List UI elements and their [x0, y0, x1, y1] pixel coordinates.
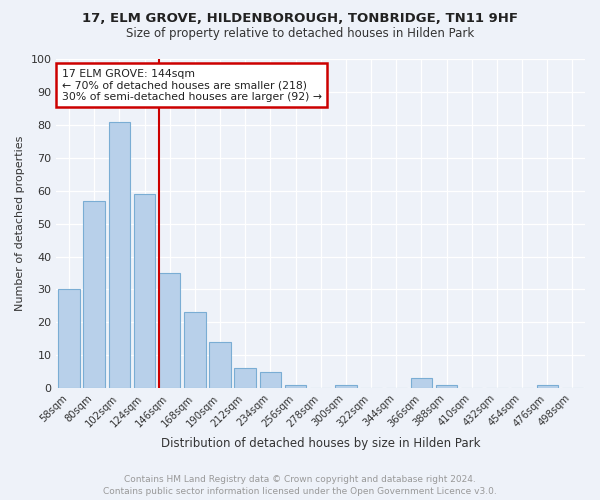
Bar — [83, 200, 105, 388]
Text: Contains HM Land Registry data © Crown copyright and database right 2024.
Contai: Contains HM Land Registry data © Crown c… — [103, 474, 497, 496]
Text: 17, ELM GROVE, HILDENBOROUGH, TONBRIDGE, TN11 9HF: 17, ELM GROVE, HILDENBOROUGH, TONBRIDGE,… — [82, 12, 518, 26]
X-axis label: Distribution of detached houses by size in Hilden Park: Distribution of detached houses by size … — [161, 437, 481, 450]
Bar — [285, 385, 306, 388]
Bar — [109, 122, 130, 388]
Bar — [134, 194, 155, 388]
Bar — [436, 385, 457, 388]
Text: Size of property relative to detached houses in Hilden Park: Size of property relative to detached ho… — [126, 28, 474, 40]
Bar — [410, 378, 432, 388]
Bar — [335, 385, 356, 388]
Bar — [209, 342, 231, 388]
Bar — [159, 273, 181, 388]
Bar — [184, 312, 206, 388]
Bar — [235, 368, 256, 388]
Bar — [536, 385, 558, 388]
Text: 17 ELM GROVE: 144sqm
← 70% of detached houses are smaller (218)
30% of semi-deta: 17 ELM GROVE: 144sqm ← 70% of detached h… — [62, 69, 322, 102]
Bar — [58, 290, 80, 388]
Bar — [260, 372, 281, 388]
Y-axis label: Number of detached properties: Number of detached properties — [15, 136, 25, 312]
